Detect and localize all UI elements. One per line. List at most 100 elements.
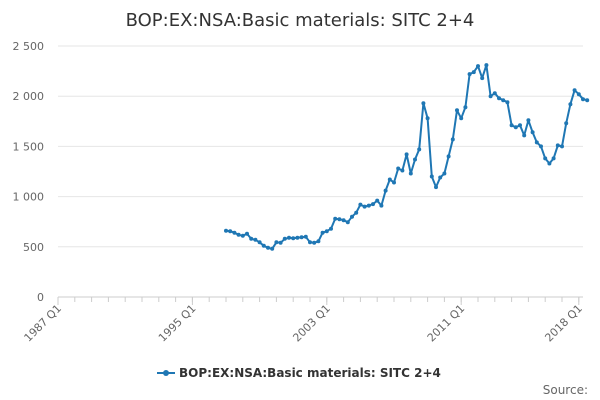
y-tick-label: 2 500 [13,40,45,53]
grid-lines [58,45,583,248]
data-point[interactable] [471,70,476,75]
data-point[interactable] [463,105,468,110]
data-point[interactable] [534,140,539,145]
data-point[interactable] [383,188,388,193]
data-point[interactable] [358,202,363,207]
data-point[interactable] [459,116,464,121]
data-point[interactable] [278,240,283,245]
y-tick-label: 1 000 [13,191,45,204]
data-point[interactable] [232,230,237,235]
data-point[interactable] [429,174,434,179]
data-point[interactable] [555,143,560,148]
data-point[interactable] [261,243,266,248]
chart-title: BOP:EX:NSA:Basic materials: SITC 2+4 [126,10,475,31]
data-point[interactable] [224,228,228,233]
data-point[interactable] [303,234,308,239]
data-point[interactable] [266,245,270,250]
data-point[interactable] [488,94,493,99]
data-point[interactable] [274,240,279,245]
data-point[interactable] [434,185,438,190]
y-tick-label: 1 500 [13,140,45,153]
data-point[interactable] [480,76,485,81]
data-point[interactable] [253,237,258,242]
data-point[interactable] [442,171,447,176]
data-point[interactable] [341,218,346,223]
data-point[interactable] [387,177,392,182]
data-point[interactable] [337,217,342,222]
data-point[interactable] [316,239,321,244]
data-point[interactable] [400,168,405,173]
data-point[interactable] [421,101,426,106]
data-point[interactable] [568,102,573,107]
data-point[interactable] [526,118,531,123]
data-point[interactable] [518,123,522,128]
data-point[interactable] [492,91,497,96]
y-tick-label: 500 [23,241,44,254]
data-point[interactable] [543,156,548,161]
data-point[interactable] [350,214,354,219]
data-point[interactable] [282,236,287,241]
data-point[interactable] [249,236,254,241]
data-point[interactable] [476,64,480,69]
data-point[interactable] [572,88,577,93]
data-point[interactable] [438,175,443,180]
data-point[interactable] [236,232,241,237]
data-point[interactable] [308,240,312,245]
data-point[interactable] [585,98,590,103]
data-point[interactable] [484,63,489,68]
legend-point-marker [163,370,169,376]
data-point[interactable] [505,100,510,105]
data-point[interactable] [240,233,245,238]
data-point[interactable] [345,220,350,225]
data-point[interactable] [371,202,375,207]
data-point[interactable] [375,198,380,203]
data-point[interactable] [547,161,552,166]
data-point[interactable] [257,240,262,245]
x-tick-label: 1987 Q1 [22,302,65,345]
data-point[interactable] [354,210,359,215]
data-point[interactable] [299,235,304,240]
data-point[interactable] [228,229,233,234]
data-point[interactable] [245,231,249,236]
legend[interactable]: BOP:EX:NSA:Basic materials: SITC 2+4 [157,366,441,380]
x-tick-label: 2011 Q1 [425,302,468,345]
data-point[interactable] [576,92,581,97]
data-point[interactable] [513,125,518,130]
data-point[interactable] [287,235,291,240]
data-point[interactable] [320,230,325,235]
data-point[interactable] [560,144,564,149]
data-point[interactable] [501,98,506,103]
data-point[interactable] [312,240,317,245]
data-point[interactable] [425,116,430,121]
source-label: Source: [543,383,588,397]
data-point[interactable] [329,226,333,231]
data-point[interactable] [270,246,275,251]
data-point[interactable] [413,157,417,162]
data-point[interactable] [509,123,514,128]
data-point[interactable] [539,144,543,149]
data-point[interactable] [392,180,396,185]
data-point[interactable] [333,216,338,221]
data-point[interactable] [564,121,569,126]
data-point[interactable] [551,156,556,161]
data-point[interactable] [295,235,300,240]
data-point[interactable] [396,166,401,171]
data-point[interactable] [467,72,472,77]
data-point[interactable] [404,152,409,157]
x-tick-label: 2018 Q1 [542,302,585,345]
data-point[interactable] [497,96,501,101]
data-point[interactable] [366,203,371,208]
data-point[interactable] [455,108,459,113]
data-point[interactable] [530,130,535,135]
data-point[interactable] [324,229,329,234]
data-point[interactable] [291,236,296,241]
data-point[interactable] [408,171,413,176]
data-point[interactable] [446,154,451,159]
data-point[interactable] [362,204,367,209]
data-point[interactable] [522,133,527,138]
data-point[interactable] [379,203,384,208]
data-point[interactable] [450,137,455,142]
data-point[interactable] [417,147,422,152]
data-point[interactable] [581,97,585,102]
